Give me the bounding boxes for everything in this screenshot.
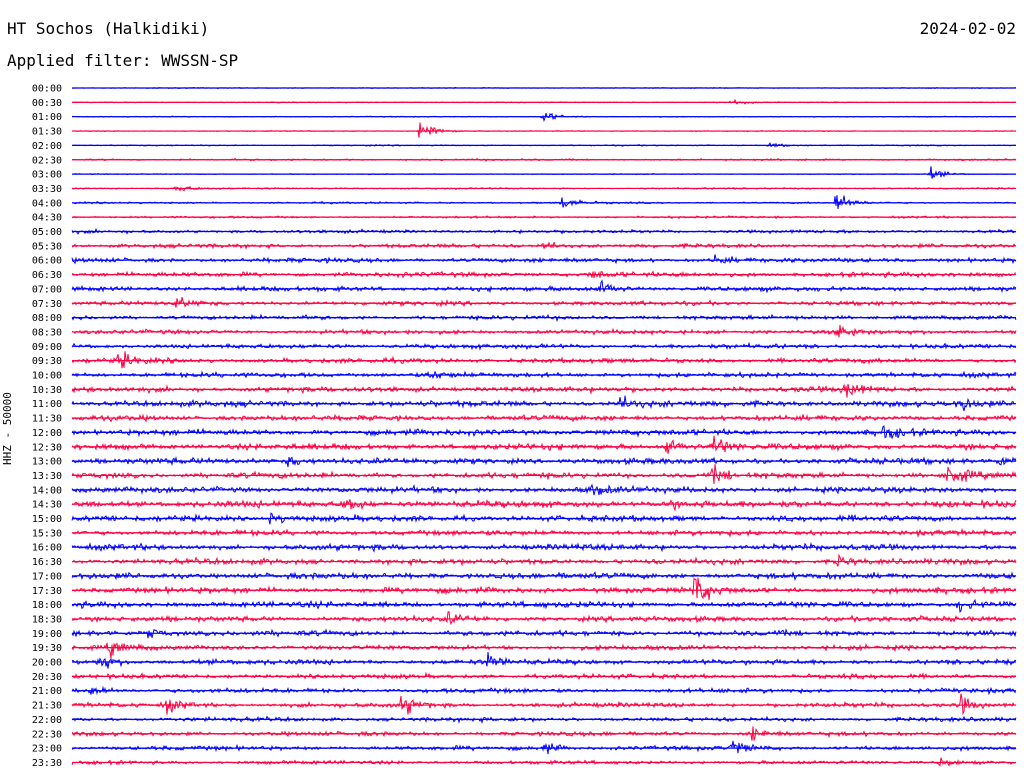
row-time-label: 06:00: [32, 256, 62, 267]
seismic-trace-1830: [71, 611, 1017, 626]
row-time-label: 22:00: [32, 715, 62, 726]
row-time-label: 14:30: [32, 500, 62, 511]
seismic-trace-0830: [71, 324, 1017, 338]
seismic-trace-1330: [71, 464, 1017, 484]
row-time-label: 09:30: [32, 356, 62, 367]
row-time-label: 12:00: [32, 428, 62, 439]
row-time-label: 08:30: [32, 327, 62, 338]
seismic-trace-0400: [71, 195, 1017, 210]
row-time-label: 03:00: [32, 170, 62, 181]
seismic-trace-1730: [71, 577, 1017, 600]
row-time-label: 01:30: [32, 127, 62, 138]
seismic-trace-0130: [71, 122, 1017, 138]
seismic-trace-2030: [71, 671, 1017, 681]
seismic-trace-1630: [71, 553, 1017, 567]
row-time-label: 13:00: [32, 457, 62, 468]
row-time-label: 02:30: [32, 155, 62, 166]
filter-label: Applied filter: WWSSN-SP: [7, 51, 239, 70]
date-label: 2024-02-02: [919, 19, 1016, 38]
row-time-label: 20:30: [32, 672, 62, 683]
seismic-trace-0300: [71, 166, 1016, 179]
seismic-trace-1430: [71, 498, 1017, 511]
row-time-label: 11:00: [32, 399, 62, 410]
seismic-trace-0600: [71, 254, 1017, 265]
seismic-trace-0700: [71, 279, 1017, 294]
row-time-label: 03:30: [32, 184, 62, 195]
seismic-trace-1930: [71, 642, 1017, 659]
row-time-label: 15:30: [32, 528, 62, 539]
row-time-label: 17:30: [32, 586, 62, 597]
row-time-label: 19:00: [32, 629, 62, 640]
row-time-label: 00:00: [32, 84, 62, 95]
seismic-trace-1800: [71, 598, 1017, 614]
row-time-label: 12:30: [32, 442, 62, 453]
row-time-label: 04:00: [32, 198, 62, 209]
row-time-label: 09:00: [32, 342, 62, 353]
seismic-trace-1300: [71, 455, 1017, 468]
seismic-trace-2330: [71, 757, 1017, 767]
row-time-label: 07:00: [32, 284, 62, 295]
row-time-label: 22:30: [32, 729, 62, 740]
seismic-trace-1400: [71, 483, 1017, 496]
seismic-trace-1900: [71, 628, 1017, 639]
row-time-label: 10:00: [32, 371, 62, 382]
row-time-label: 23:30: [32, 758, 62, 769]
row-time-label: 06:30: [32, 270, 62, 281]
seismic-trace-2000: [71, 651, 1017, 669]
row-time-label: 04:30: [32, 213, 62, 224]
row-time-label: 05:00: [32, 227, 62, 238]
row-time-label: 20:00: [32, 658, 62, 669]
row-time-label: 00:30: [32, 98, 62, 109]
row-time-label: 01:00: [32, 112, 62, 123]
row-time-label: 14:00: [32, 485, 62, 496]
row-time-label: 16:00: [32, 543, 62, 554]
row-time-label: 18:00: [32, 600, 62, 611]
row-time-label: 02:00: [32, 141, 62, 152]
row-time-label: 21:00: [32, 686, 62, 697]
row-time-label: 16:30: [32, 557, 62, 568]
seismic-trace-2130: [71, 693, 1017, 716]
row-time-label: 05:30: [32, 241, 62, 252]
row-time-label: 07:30: [32, 299, 62, 310]
row-time-label: 11:30: [32, 414, 62, 425]
seismic-trace-0930: [71, 351, 1017, 369]
row-time-label: 23:00: [32, 744, 62, 755]
seismic-trace-1030: [71, 383, 1017, 398]
seismic-trace-1230: [71, 435, 1017, 454]
seismic-trace-0730: [71, 297, 1017, 308]
row-time-label: 18:30: [32, 614, 62, 625]
row-time-label: 15:00: [32, 514, 62, 525]
row-time-label: 10:30: [32, 385, 62, 396]
row-time-label: 21:30: [32, 701, 62, 712]
row-time-label: 17:00: [32, 571, 62, 582]
row-time-label: 13:30: [32, 471, 62, 482]
row-time-label: 19:30: [32, 643, 62, 654]
station-title: HT Sochos (Halkidiki): [7, 19, 210, 38]
row-time-label: 08:00: [32, 313, 62, 324]
